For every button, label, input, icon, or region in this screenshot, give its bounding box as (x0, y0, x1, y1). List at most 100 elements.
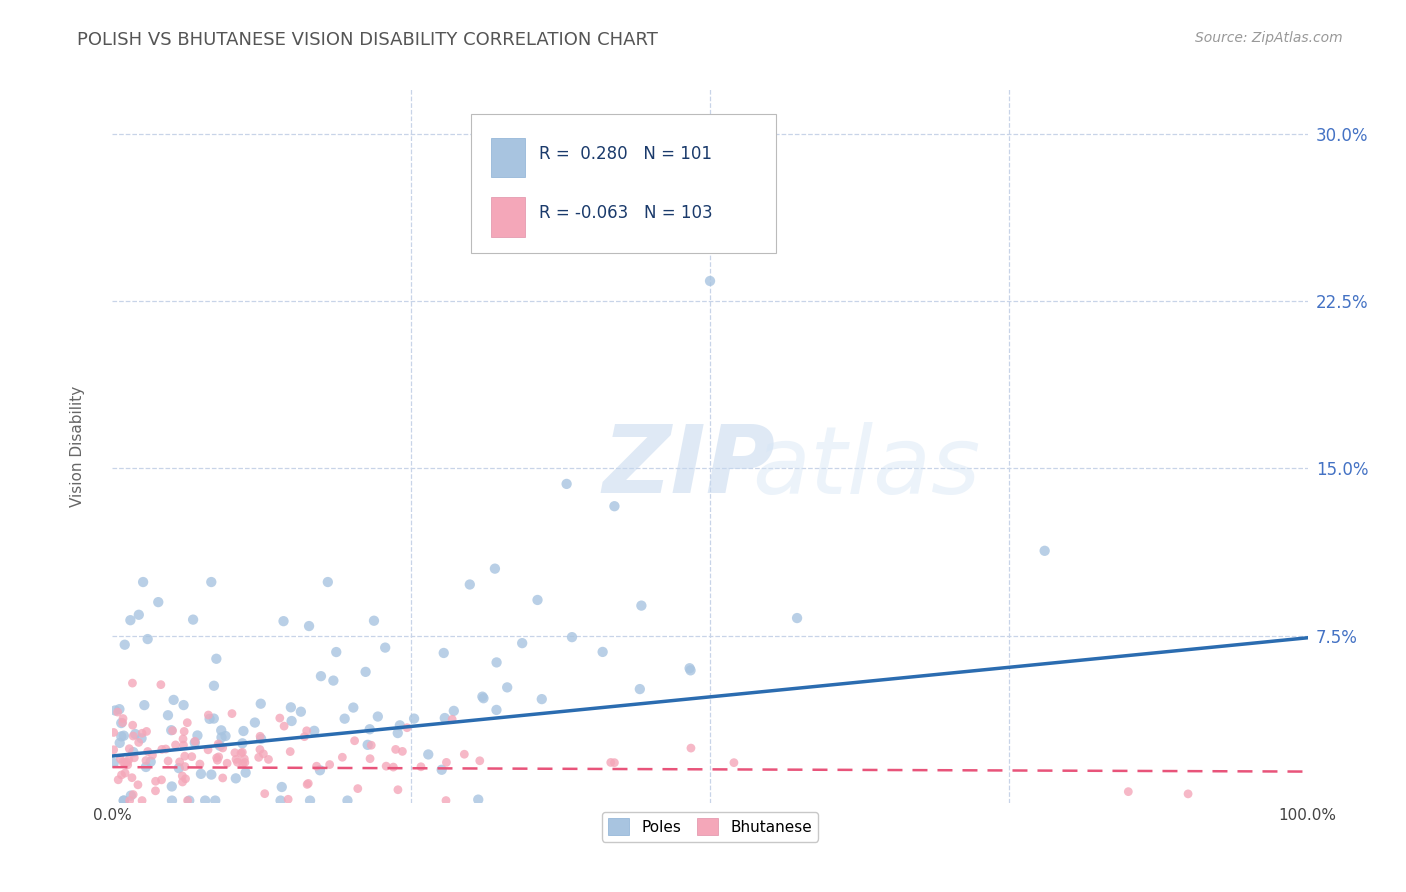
Point (561, 630, 583, 644)
Point (628, 682, 651, 697)
Point (174, 759, 197, 773)
Point (122, 729, 145, 743)
Point (121, 771, 143, 785)
Point (225, 752, 247, 766)
Point (184, 736, 207, 750)
Point (112, 729, 135, 743)
Point (208, 750, 231, 764)
Point (214, 729, 236, 743)
Point (111, 755, 134, 769)
Point (145, 784, 167, 798)
Point (295, 777, 318, 791)
Point (172, 775, 194, 789)
Point (723, 756, 745, 770)
Point (472, 691, 495, 706)
Point (194, 794, 217, 808)
Text: Source: ZipAtlas.com: Source: ZipAtlas.com (1195, 31, 1343, 45)
FancyBboxPatch shape (471, 114, 776, 253)
Point (121, 676, 143, 690)
Point (630, 599, 652, 613)
Point (231, 745, 253, 759)
Point (359, 752, 381, 766)
Point (354, 665, 377, 679)
Point (122, 745, 145, 759)
Point (309, 764, 332, 778)
Point (211, 771, 233, 785)
Point (298, 619, 321, 633)
Point (277, 792, 299, 806)
Point (530, 692, 553, 706)
Point (232, 756, 254, 771)
Point (110, 768, 132, 782)
Point (231, 736, 253, 750)
Point (128, 607, 150, 622)
Point (253, 787, 276, 801)
Point (169, 755, 191, 769)
Point (278, 745, 301, 759)
Point (433, 711, 456, 725)
Point (145, 774, 167, 789)
Point (441, 712, 464, 726)
Point (443, 704, 465, 718)
Point (555, 476, 578, 491)
Point (678, 661, 700, 675)
Point (107, 705, 129, 719)
Point (221, 706, 243, 721)
Point (336, 794, 359, 808)
Point (111, 712, 134, 726)
Point (167, 761, 190, 775)
Point (141, 748, 163, 763)
Point (162, 693, 184, 707)
Point (458, 577, 481, 591)
Point (252, 747, 274, 761)
Point (280, 700, 302, 714)
Point (249, 729, 271, 743)
Point (207, 753, 229, 767)
Point (103, 756, 125, 770)
Point (434, 794, 457, 808)
Point (485, 656, 508, 670)
Point (157, 754, 180, 768)
Point (179, 794, 201, 808)
Point (107, 772, 129, 787)
Point (232, 724, 254, 739)
Point (197, 743, 219, 757)
Point (135, 760, 157, 774)
Point (173, 698, 195, 712)
Point (679, 664, 702, 678)
Point (124, 727, 146, 741)
Point (111, 715, 134, 730)
Point (120, 789, 142, 803)
Point (155, 742, 177, 756)
Point (627, 136, 650, 150)
Point (526, 593, 548, 607)
Point (273, 614, 295, 628)
Point (382, 760, 405, 774)
Point (363, 614, 385, 628)
Point (148, 595, 170, 609)
Point (103, 743, 125, 757)
Point (134, 698, 156, 713)
Point (190, 767, 212, 781)
Point (297, 776, 319, 790)
Point (200, 767, 222, 781)
Point (217, 756, 239, 771)
Point (468, 754, 491, 768)
Point (112, 794, 135, 808)
Point (299, 794, 322, 808)
Point (139, 755, 162, 769)
Point (160, 723, 183, 738)
Point (374, 640, 396, 655)
Point (211, 731, 233, 745)
Point (115, 756, 138, 770)
Point (112, 794, 135, 808)
Point (207, 737, 229, 751)
Point (160, 794, 183, 808)
Point (162, 723, 184, 738)
Point (270, 780, 292, 794)
Point (322, 673, 344, 688)
Text: POLISH VS BHUTANESE VISION DISABILITY CORRELATION CHART: POLISH VS BHUTANESE VISION DISABILITY CO… (77, 31, 658, 49)
Point (198, 712, 221, 726)
Point (188, 757, 211, 772)
Point (388, 718, 411, 732)
